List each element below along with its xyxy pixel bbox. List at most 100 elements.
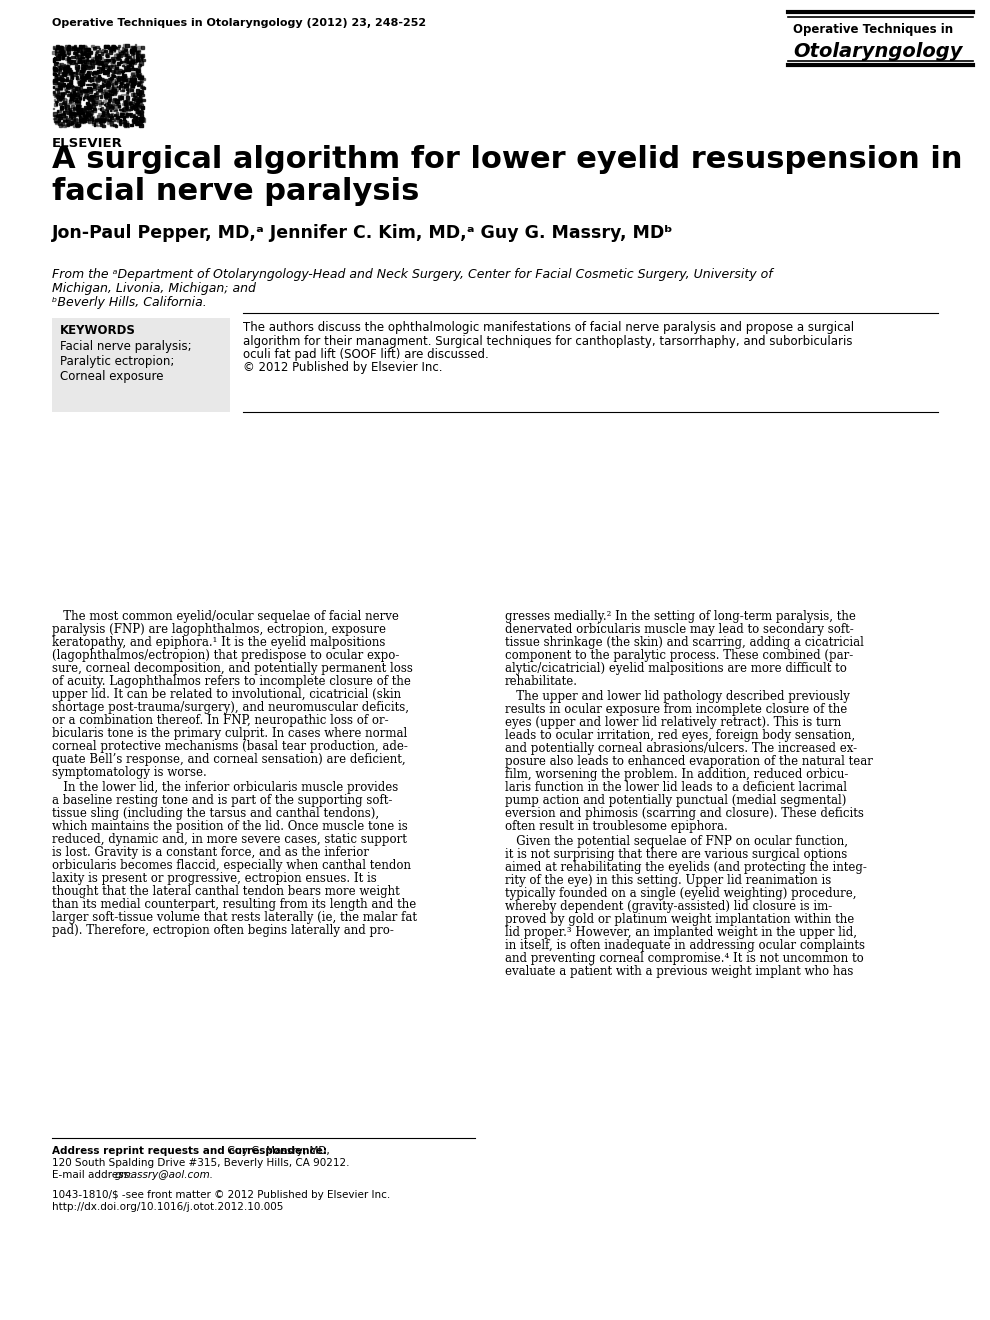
Polygon shape [88,71,91,73]
Polygon shape [80,87,82,91]
Polygon shape [78,96,79,98]
Polygon shape [112,73,114,77]
Polygon shape [107,110,108,114]
Polygon shape [103,70,106,74]
Polygon shape [55,78,57,79]
Polygon shape [111,104,113,108]
Polygon shape [108,46,111,49]
Polygon shape [120,61,122,63]
Polygon shape [96,78,99,82]
Polygon shape [62,66,65,69]
Polygon shape [137,96,140,100]
Polygon shape [119,86,121,88]
Polygon shape [53,62,56,65]
Polygon shape [61,95,63,98]
Polygon shape [89,90,92,92]
Polygon shape [74,45,76,49]
Polygon shape [58,73,59,75]
Polygon shape [138,58,139,61]
Polygon shape [54,57,55,59]
Polygon shape [101,117,103,120]
Polygon shape [83,45,84,48]
Polygon shape [90,78,93,81]
Polygon shape [90,61,92,65]
Polygon shape [63,103,66,106]
Polygon shape [124,120,127,124]
Polygon shape [140,110,143,112]
Polygon shape [85,91,86,92]
Polygon shape [93,108,96,112]
Polygon shape [58,63,59,67]
Polygon shape [57,83,61,86]
Polygon shape [127,62,130,66]
Polygon shape [134,46,136,48]
Polygon shape [107,90,110,91]
Polygon shape [56,110,58,112]
Polygon shape [83,116,85,117]
Polygon shape [136,107,139,108]
Polygon shape [86,54,90,57]
Polygon shape [115,82,116,83]
Text: shortage post-trauma/surgery), and neuromuscular deficits,: shortage post-trauma/surgery), and neuro… [52,701,409,714]
Polygon shape [54,58,56,61]
Polygon shape [53,58,54,62]
Polygon shape [86,59,88,63]
Polygon shape [80,50,82,53]
Polygon shape [131,59,132,63]
Text: Paralytic ectropion;: Paralytic ectropion; [60,355,174,368]
Polygon shape [73,112,76,115]
Polygon shape [118,96,121,100]
Polygon shape [125,48,127,50]
Polygon shape [117,86,119,87]
Polygon shape [77,66,79,69]
Polygon shape [91,65,94,67]
Polygon shape [101,90,105,91]
Text: upper lid. It can be related to involutional, cicatricial (skin: upper lid. It can be related to involuti… [52,688,401,701]
Polygon shape [140,82,142,86]
Polygon shape [124,78,126,81]
Polygon shape [61,83,63,86]
Polygon shape [78,90,81,92]
Polygon shape [55,120,58,121]
Polygon shape [102,117,104,120]
Polygon shape [80,70,83,73]
Polygon shape [76,106,80,107]
Polygon shape [108,120,111,121]
Polygon shape [73,119,75,121]
Text: Given the potential sequelae of FNP on ocular function,: Given the potential sequelae of FNP on o… [505,836,848,847]
Polygon shape [140,78,142,81]
Polygon shape [131,59,134,63]
Polygon shape [133,55,135,59]
Polygon shape [53,48,57,49]
Polygon shape [104,83,108,86]
Polygon shape [140,111,144,112]
Polygon shape [127,65,129,67]
Polygon shape [57,114,60,116]
Polygon shape [70,88,74,90]
Polygon shape [132,88,134,91]
Polygon shape [79,45,82,49]
Polygon shape [76,107,79,110]
Polygon shape [125,58,129,62]
Polygon shape [114,117,115,121]
Polygon shape [90,87,92,91]
Polygon shape [114,87,116,90]
Polygon shape [62,125,65,127]
Polygon shape [81,65,84,69]
Polygon shape [63,69,67,73]
Polygon shape [72,90,73,91]
Polygon shape [132,120,136,123]
Polygon shape [130,61,134,65]
Polygon shape [81,77,85,79]
Polygon shape [59,86,62,90]
Polygon shape [83,51,86,54]
Polygon shape [124,84,127,87]
Polygon shape [141,75,143,79]
Polygon shape [99,87,100,88]
Polygon shape [74,59,75,63]
Polygon shape [95,119,98,121]
Polygon shape [95,123,97,125]
Polygon shape [87,104,90,108]
Polygon shape [55,121,58,123]
Text: aimed at rehabilitating the eyelids (and protecting the integ-: aimed at rehabilitating the eyelids (and… [505,861,867,874]
